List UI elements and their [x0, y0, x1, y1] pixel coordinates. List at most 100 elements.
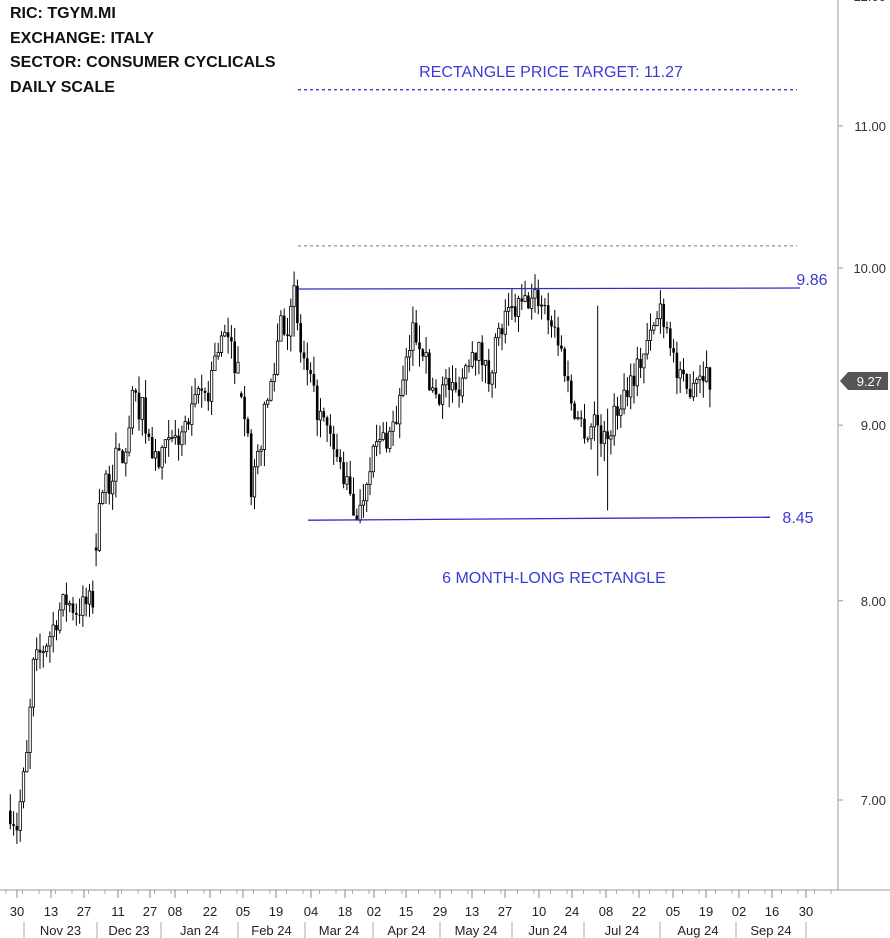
candle-body-up [114, 447, 118, 482]
candle-body-up [655, 318, 659, 327]
candle-body-down [675, 352, 679, 379]
x-month-label: Apr 24 [387, 923, 425, 938]
candle-body-down [662, 303, 665, 328]
candle-body-down [434, 387, 438, 395]
pattern-label: 6 MONTH-LONG RECTANGLE [442, 570, 666, 587]
candle-body-down [348, 476, 352, 494]
candle-body-down [230, 337, 233, 342]
x-day-label: 10 [532, 904, 546, 919]
candle-body-down [157, 451, 161, 468]
candle-body-up [483, 359, 488, 366]
x-day-label: 27 [498, 904, 512, 919]
candle-body-up [124, 451, 128, 464]
candle-body-down [454, 382, 458, 390]
candle-body-down [233, 341, 236, 374]
candle-body-up [705, 367, 709, 382]
candle-body-down [342, 462, 345, 485]
x-day-label: 22 [632, 904, 646, 919]
candle-body-down [144, 397, 147, 434]
candle-body-down [108, 473, 111, 494]
candle-body-up [698, 375, 702, 381]
candle-body-up [259, 449, 263, 452]
exchange-label: EXCHANGE: ITALY [10, 29, 155, 47]
candle-body-up [193, 394, 197, 405]
candle-body-up [589, 426, 593, 440]
candle-body-down [352, 493, 355, 516]
candle-body-down [702, 376, 705, 382]
x-day-label: 27 [77, 904, 91, 919]
candle-body-up [490, 372, 494, 385]
sector-label: SECTOR: CONSUMER CYCLICALS [10, 54, 276, 71]
candle-body-up [477, 342, 481, 361]
candle-body-down [665, 327, 669, 329]
last-price-tag [840, 372, 888, 391]
candle-body-up [645, 340, 649, 355]
x-day-label: 08 [168, 904, 182, 919]
candle-body-up [609, 435, 613, 440]
x-day-label: 02 [732, 904, 746, 919]
candle-body-down [329, 425, 332, 434]
candle-body-down [537, 289, 540, 307]
y-tick-label: 8.00 [861, 594, 886, 609]
candle-body-up [97, 503, 101, 551]
candle-body-up [256, 450, 260, 468]
candle-body-up [444, 377, 448, 386]
candle-body-up [272, 373, 276, 382]
candle-body-up [101, 492, 105, 504]
candle-body-up [358, 504, 362, 521]
candle-body-up [275, 340, 280, 375]
candle-body-up [506, 307, 511, 312]
candle-body-up [612, 405, 616, 437]
candle-body-down [121, 450, 124, 464]
candle-body-down [428, 352, 431, 391]
y-tick-label: 10.00 [853, 261, 886, 276]
x-month-label: Sep 24 [750, 923, 791, 938]
candle-body-down [203, 390, 207, 393]
candle-body-down [606, 431, 609, 440]
candle-body-down [513, 306, 517, 317]
x-day-label: 27 [143, 904, 157, 919]
candle-body-down [65, 594, 68, 606]
candle-body-up [533, 289, 537, 299]
x-month-label: Mar 24 [319, 923, 359, 938]
candle-body-down [15, 826, 19, 831]
candle-body-down [332, 433, 335, 450]
candle-body-down [421, 349, 425, 357]
candle-body-down [520, 298, 524, 302]
candle-body-up [236, 361, 240, 374]
support-line [307, 516, 771, 521]
candle-body-down [71, 603, 75, 613]
candle-body-up [160, 447, 164, 468]
candle-body-up [493, 337, 498, 374]
date-axis: 30 13 27 11 27 08 22 05 19 04 18 02 15 29 13 27 10 24 08 22… [0, 889, 890, 938]
candle-body-down [299, 323, 302, 353]
resistance-label: 9.86 [796, 272, 827, 289]
candle-body-up [470, 352, 474, 367]
candle-body-down [457, 389, 461, 396]
candle-body-down [616, 406, 619, 416]
candle-body-down [207, 392, 210, 402]
candle-body-down [78, 614, 81, 616]
candle-body-up [87, 590, 92, 605]
x-day-label: 13 [465, 904, 479, 919]
candle-body-down [527, 295, 530, 309]
candle-body-down [626, 390, 629, 398]
candle-body-down [599, 425, 603, 444]
candle-body-up [523, 295, 527, 302]
candle-body-up [368, 471, 372, 485]
candle-body-up [170, 437, 174, 439]
candle-body-up [61, 594, 65, 611]
candle-body-up [510, 306, 514, 308]
candle-body-down [335, 449, 339, 457]
candle-body-down [91, 590, 95, 608]
candle-body-up [361, 500, 366, 506]
candle-body-up [652, 325, 656, 331]
candle-body-up [167, 437, 171, 441]
x-day-label: 15 [399, 904, 413, 919]
candle-body-down [322, 411, 326, 418]
candle-body-down [474, 352, 477, 361]
x-month-label: Jun 24 [528, 923, 567, 938]
candle-body-up [252, 466, 257, 498]
candle-body-down [418, 342, 421, 350]
